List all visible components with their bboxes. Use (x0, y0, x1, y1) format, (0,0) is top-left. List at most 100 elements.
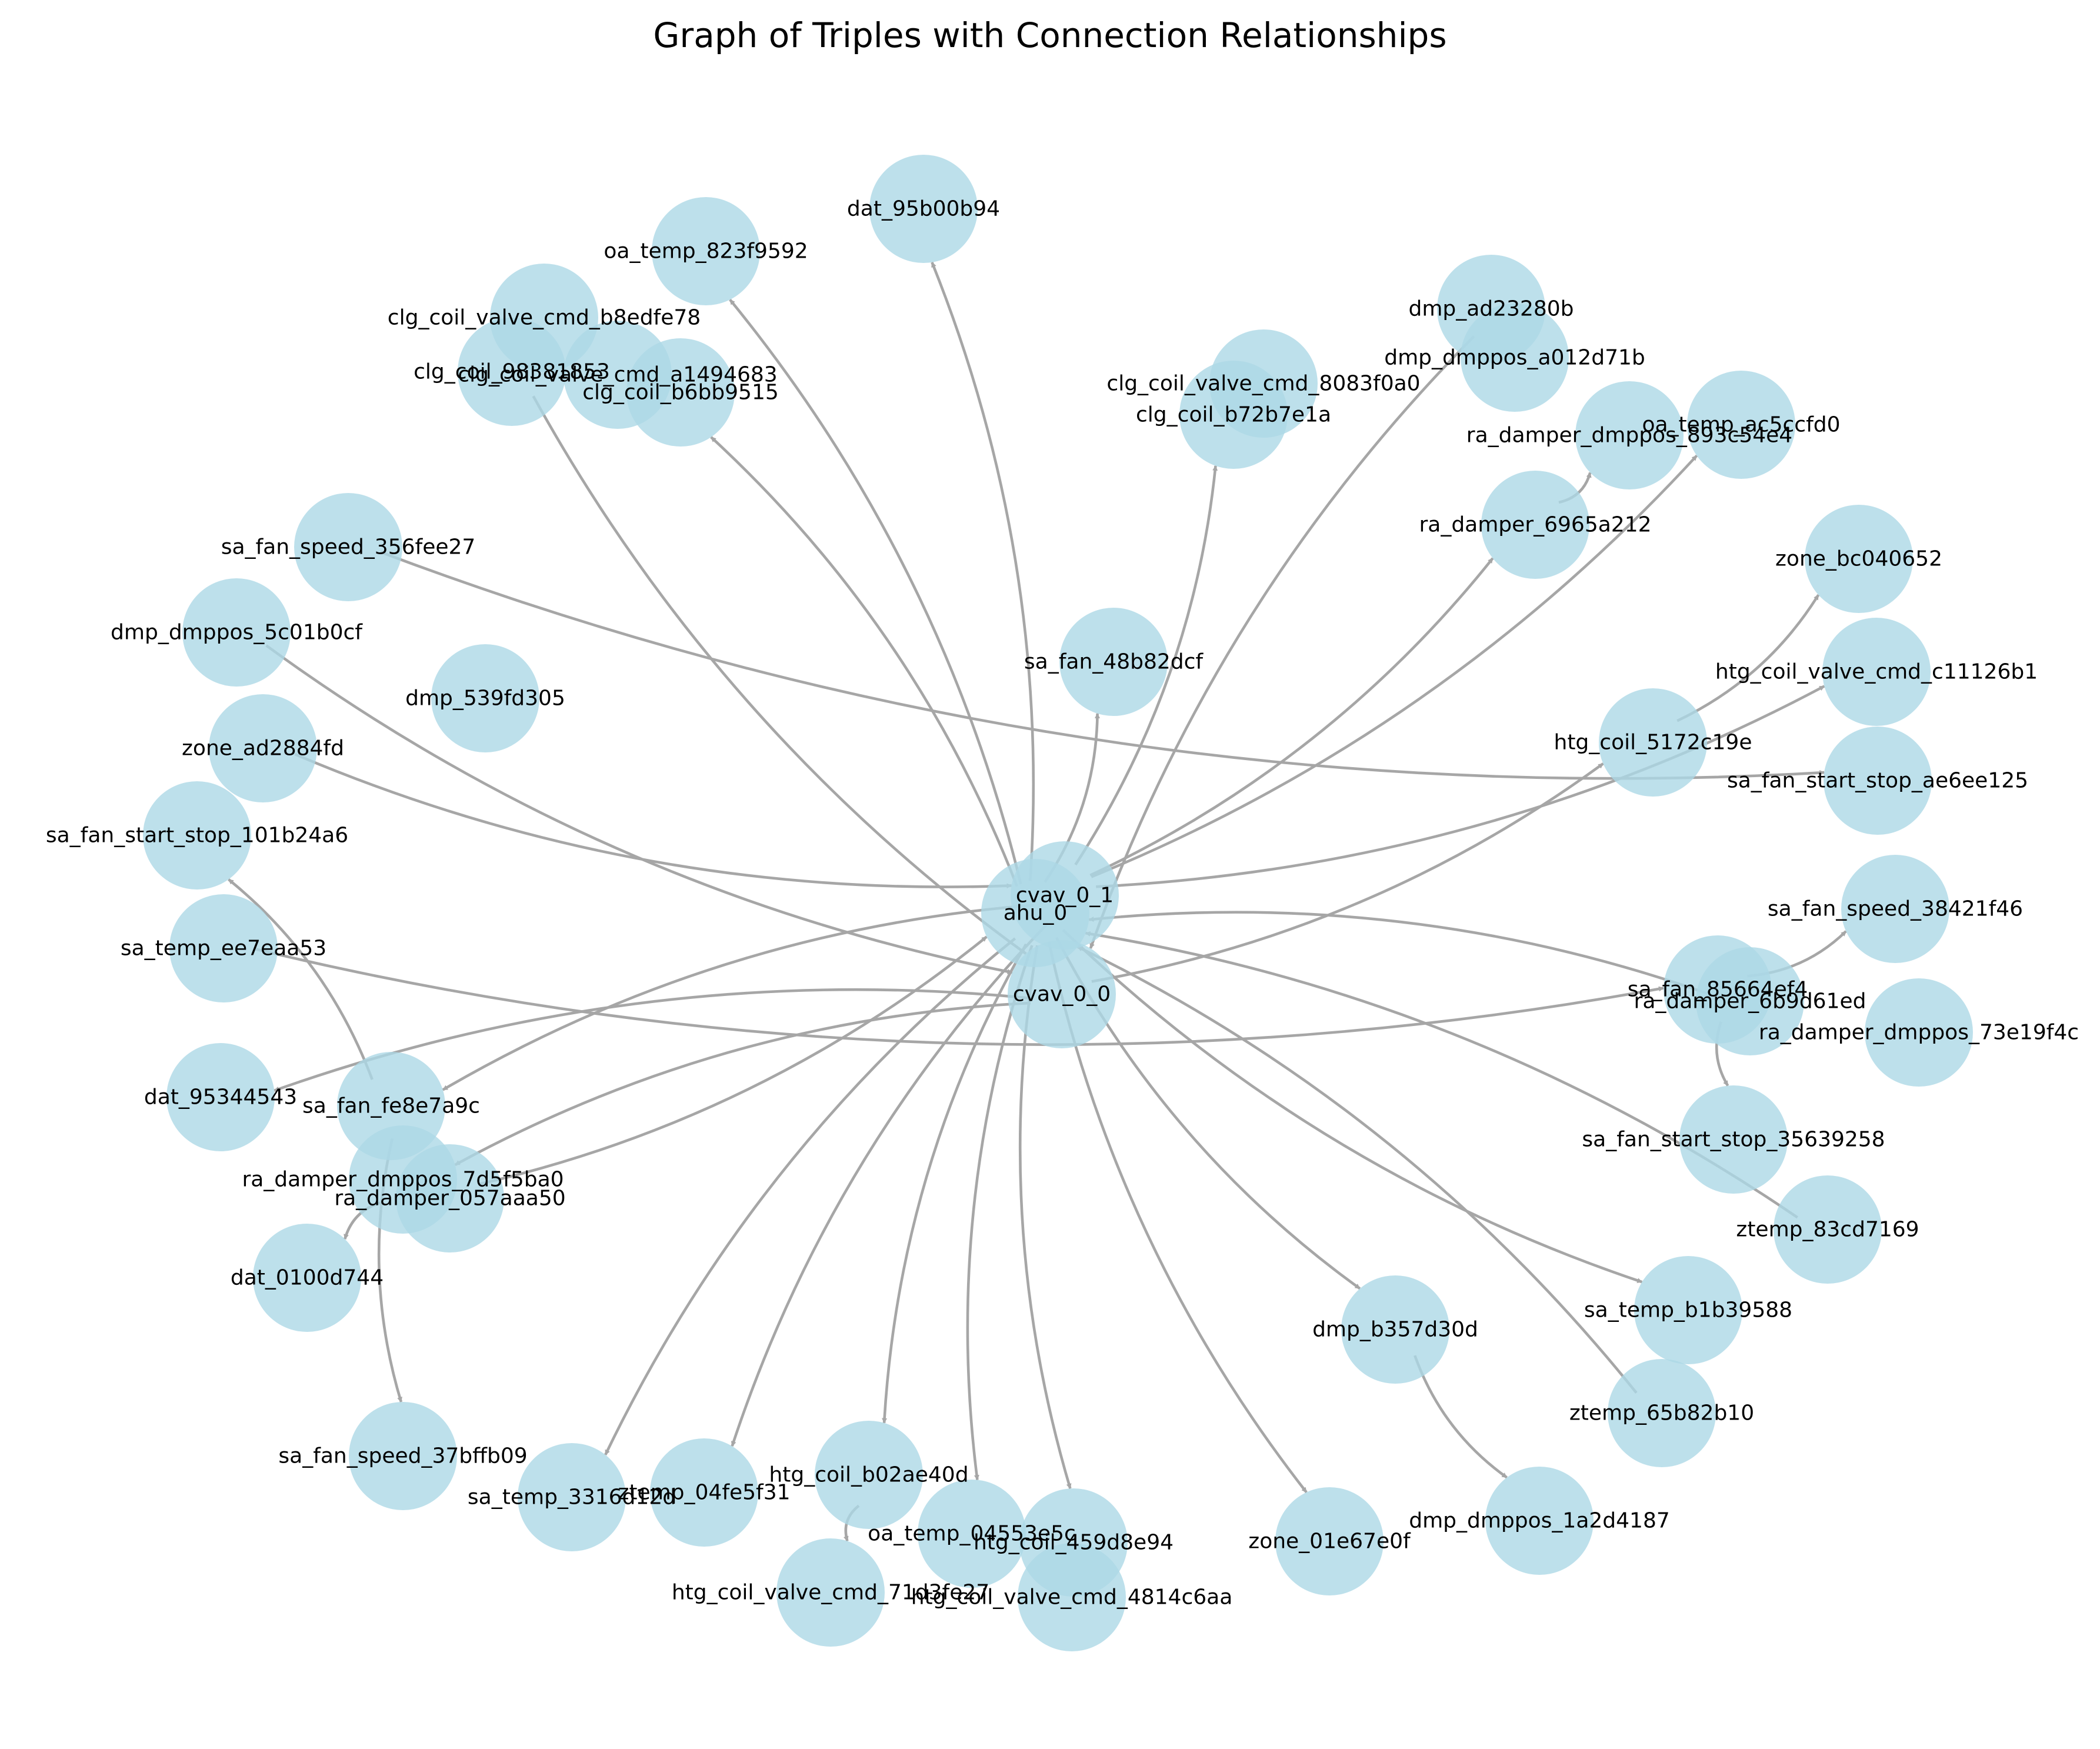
node-label-oa_temp_04553e5c: oa_temp_04553e5c (868, 1522, 1076, 1546)
node-sa_fan_start_stop_ae6ee125 (1824, 727, 1932, 835)
node-sa_fan_speed_356fee27 (294, 493, 402, 601)
node-clg_coil_b72b7e1a (1179, 361, 1288, 469)
node-dat_95b00b94 (869, 155, 978, 263)
node-ra_damper_dmppos_73e19f4c (1865, 978, 1973, 1087)
node-cvav_0_0 (1008, 940, 1116, 1048)
node-label-ahu_0: ahu_0 (1004, 901, 1068, 925)
node-label-sa_fan_speed_38421f46: sa_fan_speed_38421f46 (1768, 897, 2023, 921)
edge-cvav_0_1-to-sa_fan_fe8e7a9c (442, 904, 1034, 1091)
node-label-sa_temp_3316d12d: sa_temp_3316d12d (468, 1485, 676, 1510)
node-label-clg_coil_98381853: clg_coil_98381853 (414, 360, 610, 384)
node-ra_damper_057aaa50 (396, 1144, 504, 1252)
node-htg_coil_b02ae40d (815, 1421, 923, 1529)
node-dmp_b357d30d (1341, 1275, 1449, 1384)
edge-ahu_0-to-sa_temp_b1b39588 (1062, 929, 1643, 1284)
edge-zone_ad2884fd-to-cvav_0_1 (294, 752, 1012, 889)
node-label-dat_0100d744: dat_0100d744 (231, 1266, 384, 1290)
node-htg_coil_valve_cmd_c11126b1 (1822, 618, 1931, 726)
node-label-zone_01e67e0f: zone_01e67e0f (1248, 1530, 1411, 1554)
node-zone_01e67e0f (1275, 1487, 1384, 1595)
node-label-sa_fan_speed_356fee27: sa_fan_speed_356fee27 (221, 535, 476, 559)
node-label-clg_coil_valve_cmd_a1494683: clg_coil_valve_cmd_a1494683 (458, 363, 777, 387)
node-sa_temp_b1b39588 (1634, 1256, 1742, 1364)
node-label-sa_fan_fe8e7a9c: sa_fan_fe8e7a9c (302, 1094, 480, 1118)
edge-ahu_0-to-htg_coil_b02ae40d (882, 943, 1028, 1424)
node-label-dmp_dmppos_1a2d4187: dmp_dmppos_1a2d4187 (1409, 1509, 1670, 1533)
node-label-oa_temp_823f9592: oa_temp_823f9592 (604, 239, 808, 264)
node-label-ra_damper_dmppos_73e19f4c: ra_damper_dmppos_73e19f4c (1759, 1021, 2079, 1045)
node-sa_fan_start_stop_35639258 (1679, 1085, 1788, 1194)
node-label-sa_fan_start_stop_ae6ee125: sa_fan_start_stop_ae6ee125 (1727, 769, 2028, 793)
node-label-htg_coil_valve_cmd_4814c6aa: htg_coil_valve_cmd_4814c6aa (911, 1585, 1233, 1610)
edge-sa_fan_speed_356fee27-to-sa_fan_start_stop_ae6ee125 (379, 551, 1825, 780)
node-dat_0100d744 (253, 1224, 361, 1332)
node-oa_temp_823f9592 (652, 197, 760, 305)
labels-layer: dat_95b00b94 oa_temp_823f9592 clg_coil_val… (46, 197, 2079, 1610)
node-oa_temp_ac5ccfd0 (1687, 371, 1795, 479)
node-label-dmp_ad23280b: dmp_ad23280b (1408, 297, 1574, 321)
node-ztemp_65b82b10 (1608, 1359, 1716, 1467)
edge-cvav_0_1-to-ra_damper_6965a212 (1089, 557, 1494, 877)
node-ztemp_83cd7169 (1774, 1175, 1882, 1284)
node-label-sa_temp_ee7eaa53: sa_temp_ee7eaa53 (121, 937, 326, 961)
node-label-ra_damper_6b9d61ed: ra_damper_6b9d61ed (1634, 990, 1866, 1014)
node-label-sa_fan_speed_37bffb09: sa_fan_speed_37bffb09 (278, 1444, 527, 1468)
node-dmp_dmppos_a012d71b (1461, 304, 1569, 412)
edge-htg_coil_5172c19e-to-zone_bc040652 (1676, 594, 1820, 722)
node-label-htg_coil_b02ae40d: htg_coil_b02ae40d (769, 1463, 968, 1487)
node-label-sa_temp_b1b39588: sa_temp_b1b39588 (1584, 1298, 1792, 1322)
edge-ahu_0-to-oa_temp_823f9592 (729, 298, 1022, 885)
node-dmp_539fd305 (431, 644, 539, 752)
node-label-clg_coil_valve_cmd_8083f0a0: clg_coil_valve_cmd_8083f0a0 (1106, 372, 1420, 396)
node-zone_bc040652 (1805, 505, 1913, 613)
node-label-dmp_539fd305: dmp_539fd305 (405, 687, 565, 711)
node-label-ztemp_04fe5f31: ztemp_04fe5f31 (618, 1481, 790, 1505)
edge-ahu_0-to-oa_temp_04553e5c (966, 945, 1034, 1481)
edge-ztemp_65b82b10-to-ahu_0 (1076, 945, 1638, 1394)
node-clg_coil_98381853 (458, 318, 566, 426)
node-label-ra_damper_dmppos_893c54e4: ra_damper_dmppos_893c54e4 (1466, 424, 1792, 448)
edges-layer (228, 262, 1847, 1542)
edge-ra_damper_057aaa50-to-ahu_0 (479, 935, 988, 1186)
node-label-cvav_0_0: cvav_0_0 (1013, 982, 1111, 1007)
node-label-htg_coil_valve_cmd_71d3fe27: htg_coil_valve_cmd_71d3fe27 (672, 1581, 989, 1605)
node-dmp_dmppos_1a2d4187 (1485, 1467, 1594, 1575)
edge-cvav_0_1-to-oa_temp_ac5ccfd0 (1091, 454, 1698, 878)
node-label-sa_fan_start_stop_35639258: sa_fan_start_stop_35639258 (1582, 1128, 1885, 1152)
node-ztemp_04fe5f31 (650, 1438, 758, 1547)
node-label-sa_fan_85664ef4: sa_fan_85664ef4 (1628, 978, 1808, 1002)
node-zone_ad2884fd (209, 694, 317, 802)
edge-sa_fan_fe8e7a9c-to-sa_fan_start_stop_101b24a6 (228, 878, 374, 1080)
node-label-dat_95b00b94: dat_95b00b94 (847, 197, 1000, 221)
node-ra_damper_6965a212 (1481, 471, 1589, 579)
node-label-ztemp_65b82b10: ztemp_65b82b10 (1569, 1401, 1754, 1425)
node-htg_coil_5172c19e (1599, 688, 1707, 797)
edge-ra_damper_6b9d61ed-to-ahu_0 (1088, 911, 1718, 999)
node-sa_fan_start_stop_101b24a6 (143, 781, 251, 890)
node-label-dat_95344543: dat_95344543 (144, 1085, 297, 1110)
node-label-oa_temp_ac5ccfd0: oa_temp_ac5ccfd0 (1642, 413, 1840, 437)
node-label-zone_bc040652: zone_bc040652 (1775, 547, 1942, 571)
node-label-htg_coil_valve_cmd_c11126b1: htg_coil_valve_cmd_c11126b1 (1715, 660, 2038, 684)
node-label-clg_coil_b72b7e1a: clg_coil_b72b7e1a (1136, 403, 1331, 427)
edge-cvav_0_0-to-htg_coil_5172c19e (1091, 762, 1604, 983)
edge-dmp_b357d30d-to-dmp_dmppos_1a2d4187 (1414, 1355, 1508, 1479)
node-sa_fan_speed_37bffb09 (349, 1402, 457, 1510)
nodes-layer (143, 155, 1973, 1651)
node-oa_temp_04553e5c (918, 1480, 1026, 1588)
node-htg_coil_valve_cmd_71d3fe27 (776, 1538, 885, 1647)
node-sa_fan_48b82dcf (1059, 608, 1168, 716)
node-label-cvav_0_1: cvav_0_1 (1016, 884, 1114, 908)
node-dmp_dmppos_5c01b0cf (182, 578, 291, 687)
node-label-clg_coil_b6bb9515: clg_coil_b6bb9515 (582, 381, 779, 405)
edge-cvav_0_1-to-clg_coil_b72b7e1a (1074, 465, 1218, 866)
node-label-dmp_dmppos_a012d71b: dmp_dmppos_a012d71b (1384, 346, 1645, 370)
node-sa_temp_3316d12d (518, 1443, 626, 1551)
node-clg_coil_b6bb9515 (626, 338, 735, 447)
node-label-sa_fan_start_stop_101b24a6: sa_fan_start_stop_101b24a6 (46, 824, 348, 848)
node-label-dmp_b357d30d: dmp_b357d30d (1312, 1318, 1478, 1342)
edge-cvav_0_0-to-ra_damper_dmppos_7d5f5ba0 (454, 1001, 1031, 1167)
node-label-sa_fan_48b82dcf: sa_fan_48b82dcf (1024, 650, 1204, 674)
node-label-ztemp_83cd7169: ztemp_83cd7169 (1736, 1218, 1919, 1242)
